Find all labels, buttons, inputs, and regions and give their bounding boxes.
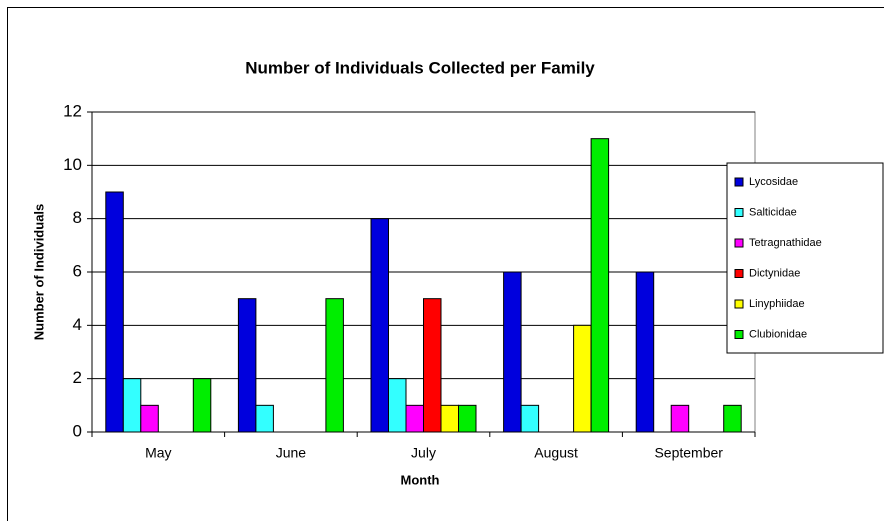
y-axis-label: Number of Individuals [31,204,46,341]
bar [590,138,610,433]
legend-swatch [734,299,744,309]
bar [635,271,655,433]
bar [723,404,742,433]
legend-box [726,162,884,354]
bar [237,298,257,433]
legend-swatch [734,238,744,248]
bar [140,404,159,433]
bar [670,404,690,433]
bar [423,298,442,433]
legend-label: Dictynidae [749,267,800,279]
bar [370,218,389,433]
bar [440,404,459,433]
x-tick-label: July [411,445,436,461]
y-tick-label: 2 [73,368,82,387]
y-tick-label: 6 [73,261,82,280]
y-tick-label: 12 [63,101,82,120]
bar [105,191,124,433]
x-axis-label: Month [401,472,440,487]
bar [458,404,477,433]
x-tick-label: September [654,445,723,461]
legend-swatch [734,208,744,217]
y-tick-label: 8 [73,208,82,227]
bar [255,404,274,433]
legend-swatch [734,269,744,278]
legend-label: Salticidae [749,206,797,218]
bar [520,404,540,433]
legend-label: Linyphiidae [749,298,805,310]
bar [405,404,424,433]
x-tick-label: August [534,445,578,461]
bar [503,271,522,433]
y-tick-label: 0 [73,421,82,440]
bar [325,298,344,433]
y-tick-label: 10 [63,155,82,174]
chart-title: Number of Individuals Collected per Fami… [245,58,595,77]
bar [388,378,407,433]
legend-swatch [734,330,744,339]
y-tick-label: 4 [73,315,82,334]
x-tick-label: June [276,445,307,461]
bar [122,378,142,433]
legend-label: Clubionidae [749,328,807,340]
legend-label: Lycosidae [749,176,798,188]
legend-label: Tetragnathidae [749,237,822,249]
bar [573,324,592,433]
legend-swatch [734,177,744,187]
x-tick-label: May [145,445,171,461]
bar [192,378,212,433]
